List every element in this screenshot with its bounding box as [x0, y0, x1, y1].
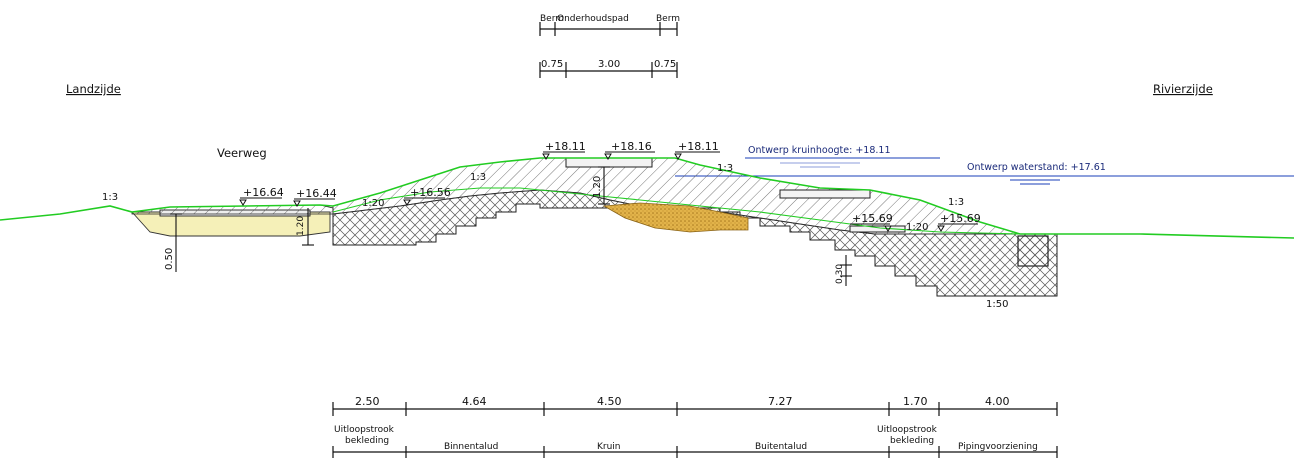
road-name-label: Veerweg: [217, 146, 267, 160]
slope-base: 1:50: [986, 299, 1008, 310]
bottom-value-3: 4.50: [597, 395, 622, 408]
bottom-label-1a: Uitloopstrook: [334, 425, 395, 435]
level-crest-mid: +18.16: [611, 140, 652, 153]
bottom-value-6: 4.00: [985, 395, 1010, 408]
crest-path-slab: [565, 157, 653, 168]
level-road-left: +16.64: [243, 186, 284, 199]
bottom-label-2: Binnentalud: [444, 442, 498, 452]
top-value-berm-right: 0.75: [654, 59, 676, 70]
bottom-value-5: 1.70: [903, 395, 928, 408]
level-inner-berm: +16.56: [410, 186, 451, 199]
slope-inner-upper: 1:3: [470, 172, 486, 183]
vertical-dim-crest: [598, 166, 610, 205]
top-label-maintenance-path: Onderhoudspad: [557, 14, 629, 24]
level-crest-right: +18.11: [678, 140, 719, 153]
slope-outer-upper: 1:3: [717, 163, 733, 174]
level-markers: [239, 151, 978, 232]
ground-profile-line: [0, 157, 1294, 239]
vertical-dim-outer-step-label: 0.30: [835, 264, 845, 284]
bottom-dimension-chain: [332, 402, 1058, 458]
design-water-level-line: [675, 162, 1294, 185]
river-side-label: Rivierzijde: [1153, 82, 1213, 96]
bottom-label-5a: Uitloopstrook: [877, 425, 938, 435]
piping-block: [1017, 235, 1049, 267]
vertical-dim-ditch: [302, 208, 314, 246]
level-outer-berm-left: +15.69: [852, 212, 893, 225]
top-dimension-chain: [539, 22, 678, 78]
existing-ground-line: [332, 187, 1021, 235]
bottom-label-1b: bekleding: [345, 436, 389, 446]
slope-outer-lower: 1:3: [948, 197, 964, 208]
slope-land-far: 1:3: [102, 192, 118, 203]
design-crest-label: Ontwerp kruinhoogte: +18.11: [748, 145, 891, 156]
vertical-dim-outer-step: [840, 255, 852, 286]
sand-core: [602, 202, 749, 233]
level-crest-left: +18.11: [545, 140, 586, 153]
outer-berm-slab-lower: [849, 225, 906, 233]
top-value-berm-left: 0.75: [541, 59, 563, 70]
land-side-label: Landzijde: [66, 82, 121, 96]
level-road-right: +16.44: [296, 187, 337, 200]
bottom-label-6: Pipingvoorziening: [958, 442, 1038, 452]
top-value-path: 3.00: [598, 59, 620, 70]
outer-berm-slab: [779, 189, 871, 199]
bottom-label-3: Kruin: [597, 442, 621, 452]
bottom-value-4: 7.27: [768, 395, 793, 408]
bottom-value-1: 2.50: [355, 395, 380, 408]
vertical-dim-crest-label: 1.20: [592, 176, 603, 198]
design-water-level-label: Ontwerp waterstand: +17.61: [967, 162, 1106, 173]
bottom-label-5b: bekleding: [890, 436, 934, 446]
slope-inner-lower: 1:20: [362, 198, 384, 209]
top-label-berm-right: Berm: [656, 14, 680, 24]
bottom-value-2: 4.64: [462, 395, 487, 408]
vertical-dim-road: [170, 213, 182, 272]
vertical-dim-road-label: 0.50: [164, 248, 175, 270]
bottom-label-4: Buitentalud: [755, 442, 807, 452]
vertical-dim-ditch-label: 1.20: [296, 216, 306, 236]
level-outer-berm-right: +15.69: [940, 212, 981, 225]
top-label-berm-left: Berm: [540, 14, 564, 24]
slope-outer-berm: 1:20: [906, 222, 928, 233]
